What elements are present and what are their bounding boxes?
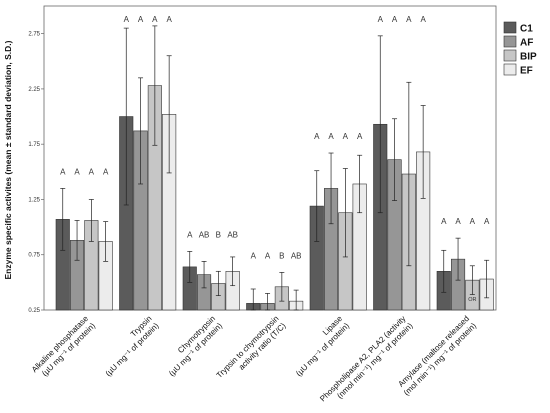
significance-letter: A xyxy=(60,167,66,176)
significance-letter: A xyxy=(484,217,490,226)
category-label-line: (mol min⁻¹) mg⁻¹ of protein) xyxy=(402,321,478,397)
error-bar xyxy=(357,154,363,214)
significance-letter: A xyxy=(406,15,412,24)
significance-letter: A xyxy=(187,230,193,239)
error-bar xyxy=(279,272,285,302)
significance-letter: A xyxy=(251,251,257,260)
error-bar xyxy=(103,221,109,262)
legend-item-ef: EF xyxy=(503,63,533,77)
error-bar xyxy=(138,77,144,185)
significance-letter: A xyxy=(314,132,320,141)
legend-item-af: AF xyxy=(503,35,533,49)
y-tick-label: 1.25 xyxy=(28,197,40,203)
error-bar xyxy=(250,288,256,311)
significance-letter: A xyxy=(343,132,349,141)
significance-letter: A xyxy=(138,15,144,24)
y-tick-label: 0.75 xyxy=(28,253,40,259)
legend-label: BIP xyxy=(520,52,537,63)
y-axis-label: Enzyme specific activites (mean ± standa… xyxy=(3,40,13,279)
legend-swatch xyxy=(503,49,517,62)
error-bar xyxy=(265,293,271,311)
y-axis: 0.25 0.75 1.25 1.75 2.25 2.75 xyxy=(28,32,44,314)
category-label: Trypsin to chymotrypsinactivity ratio (T… xyxy=(215,314,288,387)
y-tick-label: 1.75 xyxy=(28,142,40,148)
category-label-line: Trypsin to chymotrypsin xyxy=(215,314,281,380)
error-bar xyxy=(152,25,158,146)
error-bar xyxy=(441,249,447,293)
category-label-line: Alkaline phosphatase xyxy=(30,314,91,375)
error-bar xyxy=(314,170,320,242)
bar-annotation: OR xyxy=(468,297,476,303)
significance-letter: A xyxy=(124,15,130,24)
error-bar xyxy=(406,81,412,267)
error-bar xyxy=(293,289,299,311)
legend-item-c1: C1 xyxy=(503,21,533,35)
y-tick-label: 2.75 xyxy=(28,32,40,38)
significance-letter: AB xyxy=(227,230,238,239)
significance-letter: A xyxy=(392,15,398,24)
significance-letter: A xyxy=(74,167,80,176)
annotations: OR xyxy=(468,297,476,303)
significance-labels: A A A AA A A AA AB B ABA A B ABA A A AA A A AA A A A xyxy=(60,15,490,260)
significance-letter: A xyxy=(103,167,109,176)
significance-letter: A xyxy=(152,15,158,24)
error-bar xyxy=(201,261,207,289)
error-bar xyxy=(60,188,66,251)
y-tick-label: 0.25 xyxy=(28,308,40,314)
significance-letter: B xyxy=(279,251,284,260)
significance-letter: A xyxy=(328,132,334,141)
significance-letter: A xyxy=(166,15,172,24)
significance-letter: A xyxy=(420,15,426,24)
error-bar xyxy=(469,265,475,295)
legend-item-bip: BIP xyxy=(503,49,537,63)
category-label: Lipase(µU mg⁻¹ of protein) xyxy=(287,314,351,378)
error-bar xyxy=(187,251,193,283)
legend-label: AF xyxy=(520,38,533,49)
legend-swatch xyxy=(503,35,517,48)
category-label: Chymotrypsin(µU mg⁻¹ of protein) xyxy=(160,314,224,378)
significance-letter: A xyxy=(89,167,95,176)
significance-letter: A xyxy=(470,217,476,226)
y-tick-label: 2.25 xyxy=(28,87,40,93)
significance-letter: AB xyxy=(291,251,302,260)
error-bar xyxy=(420,105,426,199)
significance-letter: B xyxy=(216,230,221,239)
error-bar xyxy=(230,256,236,287)
legend-label: EF xyxy=(520,66,533,77)
error-bar xyxy=(88,199,94,242)
error-bar xyxy=(166,55,172,174)
error-bar xyxy=(328,152,334,225)
error-bar xyxy=(455,237,461,281)
significance-letter: A xyxy=(455,217,461,226)
error-bar xyxy=(215,270,221,296)
error-bar xyxy=(377,35,383,214)
significance-letter: AB xyxy=(199,230,210,239)
category-label: Trypsin(µU mg⁻¹ of protein) xyxy=(97,314,161,378)
error-bars xyxy=(60,25,490,311)
bars xyxy=(55,85,494,311)
significance-letter: A xyxy=(357,132,363,141)
error-bar xyxy=(392,118,398,201)
category-label: Alkaline phosphatase(µU mg⁻¹ of protein) xyxy=(30,314,98,382)
legend-swatch xyxy=(503,63,517,76)
significance-letter: A xyxy=(441,217,447,226)
error-bar xyxy=(342,168,348,258)
x-axis-categories: Alkaline phosphatase(µU mg⁻¹ of protein)… xyxy=(30,314,478,404)
significance-letter: A xyxy=(265,251,271,260)
legend: C1 AF BIP EF xyxy=(503,21,537,77)
error-bar xyxy=(123,27,129,206)
error-bar xyxy=(484,259,490,299)
legend-swatch xyxy=(503,21,517,34)
legend-label: C1 xyxy=(520,24,533,35)
error-bar xyxy=(74,220,80,261)
significance-letter: A xyxy=(378,15,384,24)
